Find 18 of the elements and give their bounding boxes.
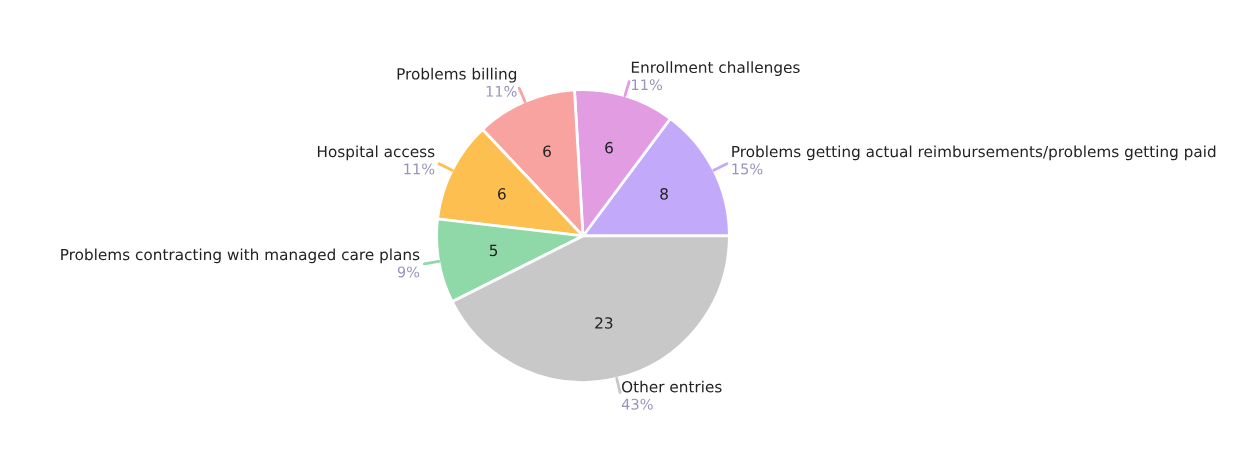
text: 43% [621, 398, 653, 410]
data-label: 8 [660, 188, 668, 200]
slice-label: Enrollment challenges [631, 61, 800, 76]
data-label: 6 [543, 145, 551, 158]
data-label: 23 [595, 317, 613, 329]
data-label: 6 [605, 141, 613, 154]
slice-label: Hospital access [317, 145, 435, 161]
text: 11% [632, 79, 663, 91]
slice-label: Problems billing [397, 67, 517, 83]
slice-label: Problems contracting with managed care plans [61, 248, 420, 264]
text: 15% [732, 163, 763, 175]
text: 11% [486, 85, 517, 97]
text: 9% [397, 266, 420, 278]
text: 11% [404, 163, 435, 175]
data-label: 5 [489, 244, 498, 257]
slice-label: Other entries [621, 380, 722, 393]
slice-label: Problems getting actual reimbursements/problems getting paid [732, 145, 1216, 161]
data-label: 6 [498, 188, 506, 200]
